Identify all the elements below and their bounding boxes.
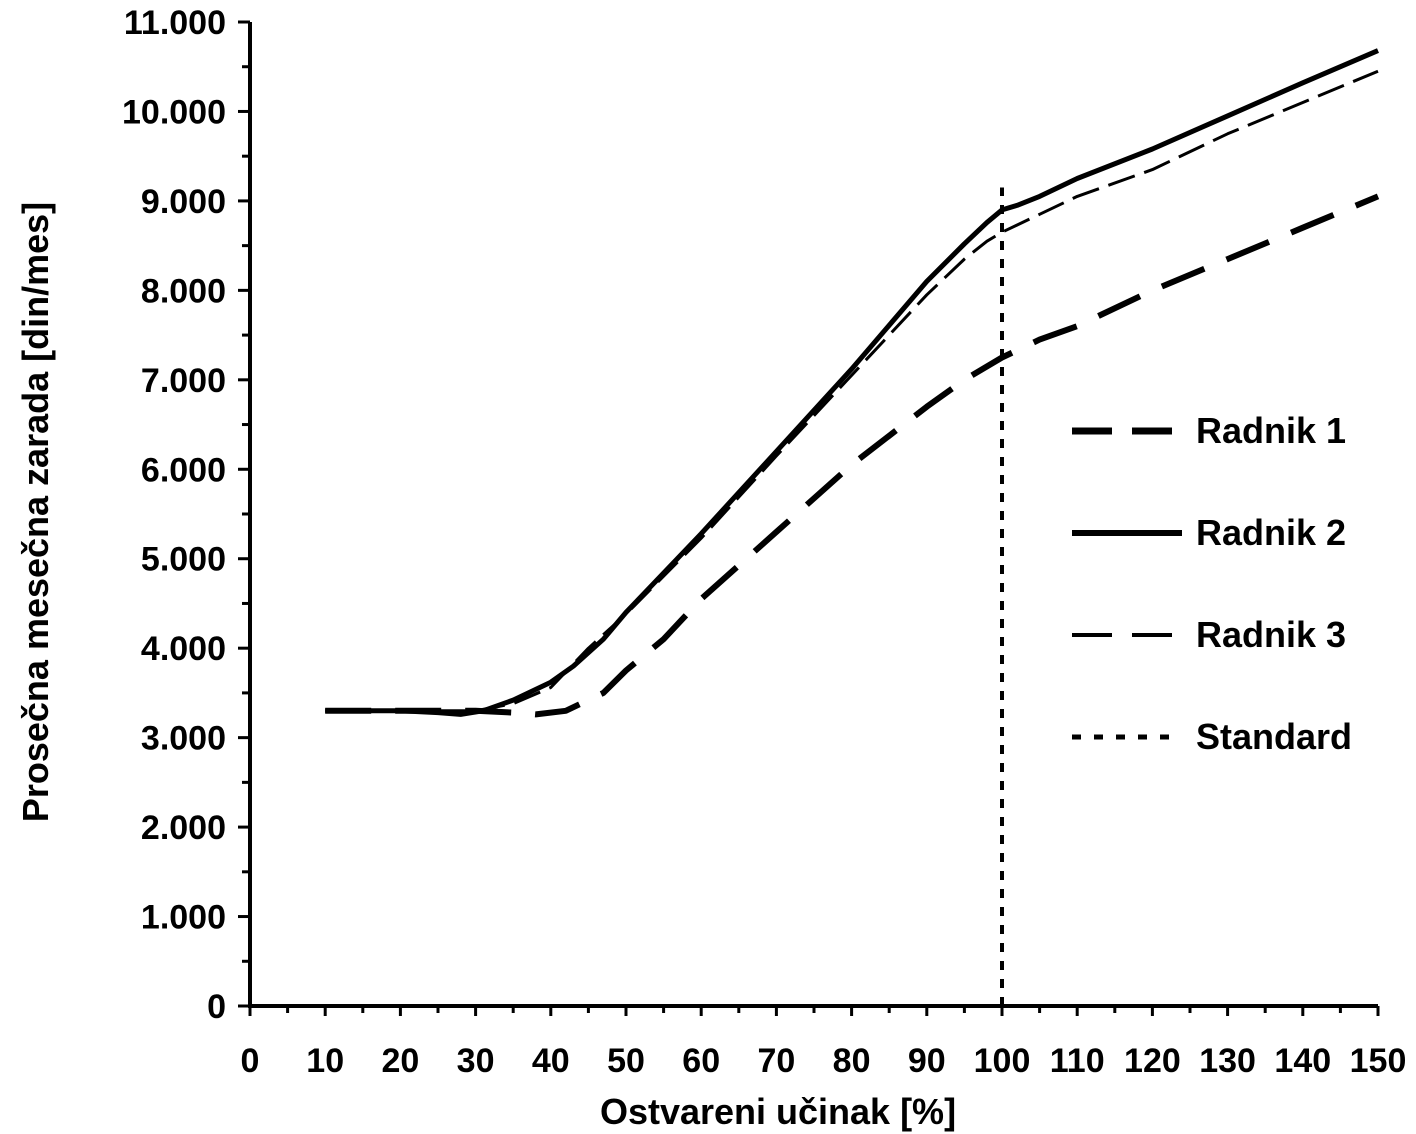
- y-tick-label: 3.000: [141, 720, 226, 758]
- x-tick-label: 120: [1124, 1042, 1181, 1080]
- series-line-1: [325, 193, 1380, 718]
- x-tick-label: 110: [1050, 1042, 1105, 1080]
- x-tick-label: 50: [607, 1042, 645, 1080]
- y-tick-label: 2.000: [141, 809, 226, 847]
- x-tick-label: 70: [757, 1042, 795, 1080]
- y-tick-label: 0: [207, 988, 226, 1026]
- x-tick-label: 80: [833, 1042, 871, 1080]
- x-tick-label: 60: [682, 1042, 720, 1080]
- legend: Radnik 1 Radnik 2 Radnik 3 Standard: [1072, 410, 1352, 757]
- x-tick-label: 140: [1274, 1042, 1331, 1080]
- series-line-3: [325, 69, 1379, 713]
- legend-label-2: Radnik 2: [1196, 512, 1346, 553]
- y-tick-label: 10.000: [122, 93, 226, 131]
- x-tick-label: 100: [974, 1042, 1031, 1080]
- x-tick-label: 150: [1350, 1042, 1407, 1080]
- y-axis-title: Prosečna mesečna zarada [din/mes]: [15, 202, 56, 822]
- x-ticks: 0 10 20 30 40 50 60 70 80 90 100 110 120 130 140 150: [241, 1006, 1407, 1080]
- x-tick-label: 40: [532, 1042, 570, 1080]
- legend-label-1: Radnik 1: [1196, 410, 1346, 451]
- y-tick-label: 8.000: [141, 272, 226, 310]
- y-tick-label: 6.000: [141, 451, 226, 489]
- x-tick-label: 20: [381, 1042, 419, 1080]
- y-tick-label: 5.000: [141, 541, 226, 579]
- series-group: [325, 48, 1380, 1006]
- legend-label-4: Standard: [1196, 716, 1352, 757]
- x-tick-label: 130: [1199, 1042, 1256, 1080]
- y-tick-label: 11.000: [124, 4, 226, 42]
- legend-label-3: Radnik 3: [1196, 614, 1346, 655]
- y-ticks: 0 1.000 2.000 3.000 4.000 5.000 6.000 7.000 8.00…: [122, 4, 250, 1026]
- y-tick-label: 9.000: [141, 183, 226, 221]
- y-tick-label: 7.000: [141, 362, 226, 400]
- x-axis-title: Ostvareni učinak [%]: [600, 1091, 956, 1132]
- y-tick-label: 4.000: [141, 630, 226, 668]
- x-tick-label: 10: [306, 1042, 344, 1080]
- y-tick-label: 1.000: [141, 899, 226, 937]
- x-tick-label: 90: [908, 1042, 946, 1080]
- x-tick-label: 0: [241, 1042, 260, 1080]
- x-tick-label: 30: [457, 1042, 495, 1080]
